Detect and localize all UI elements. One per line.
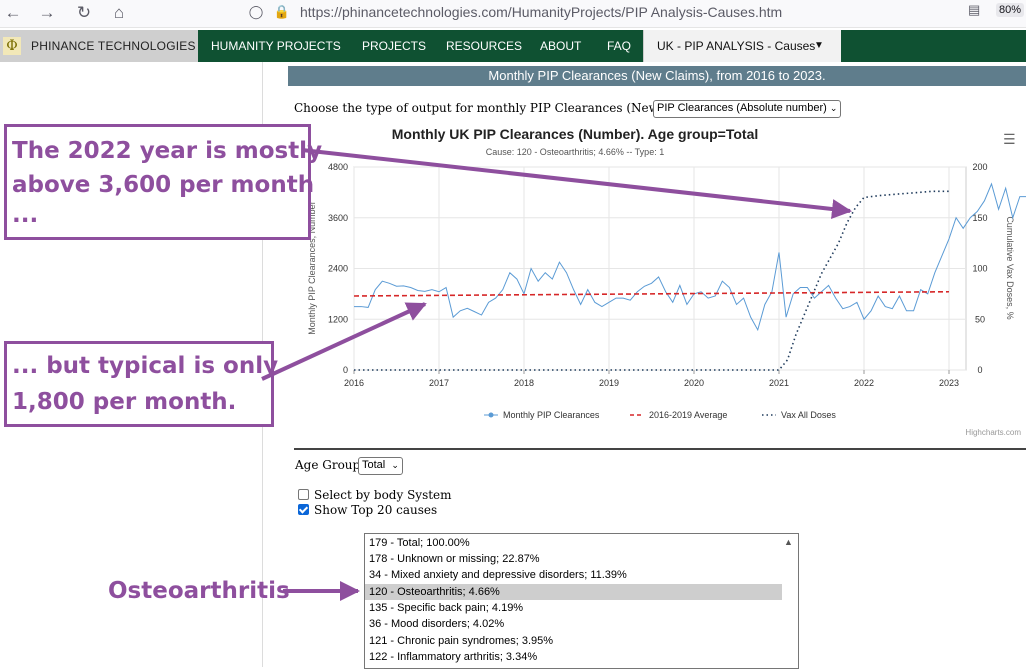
checkbox-top20[interactable]: [298, 504, 309, 515]
y-tick-label: 2400: [328, 264, 348, 274]
y-tick-label: 1200: [328, 314, 348, 324]
home-icon[interactable]: ⌂: [113, 3, 125, 22]
url-text[interactable]: https://phinancetechnologies.com/Humanit…: [300, 4, 783, 20]
list-item[interactable]: 135 - Specific back pain; 4.19%: [369, 602, 524, 614]
y2-axis-label: Cumulative Vax Doses, %: [1005, 216, 1015, 319]
series-line-vax-all-doses: [354, 190, 949, 371]
arrow-left-icon[interactable]: ←: [4, 3, 22, 22]
nav-projects[interactable]: PROJECTS: [362, 39, 427, 53]
y-axis-label: Monthly PIP Clearances, Number: [307, 201, 317, 334]
x-tick-label: 2016: [344, 378, 364, 388]
annotation-typical: ... but typical is only 1,800 per month.: [4, 341, 278, 427]
caret-down-icon: ▼: [814, 40, 824, 51]
section-divider: [294, 448, 1026, 450]
nav-resources[interactable]: RESOURCES: [446, 39, 523, 53]
arrow-right-icon[interactable]: →: [38, 3, 56, 22]
select-chevron-icon: ⌄: [391, 460, 399, 470]
pip-chart: Monthly UK PIP Clearances (Number). Age …: [307, 126, 1026, 437]
checkbox-top20-label: Show Top 20 causes: [314, 503, 438, 517]
nav-active-label: UK - PIP ANALYSIS - Causes: [657, 39, 816, 53]
list-item[interactable]: 34 - Mixed anxiety and depressive disord…: [369, 569, 627, 581]
y2-tick-label: 100: [972, 264, 987, 274]
list-item[interactable]: 121 - Chronic pain syndromes; 3.95%: [369, 635, 554, 647]
age-group-label: Age Group:: [295, 458, 365, 472]
nav-humanity-projects[interactable]: HUMANITY PROJECTS: [211, 39, 341, 53]
list-item[interactable]: 122 - Inflammatory arthritis; 3.34%: [369, 651, 538, 663]
list-item-selected[interactable]: 120 - Osteoarthritis; 4.66%: [365, 584, 782, 600]
site-navigation: Φ PHINANCE TECHNOLOGIES HUMANITY PROJECT…: [0, 30, 1026, 62]
series-line-2016-2019-average: [353, 290, 950, 297]
checkbox-top20-row[interactable]: Show Top 20 causes: [298, 503, 437, 517]
checkbox-body-system[interactable]: [298, 489, 309, 500]
nav-faq[interactable]: FAQ: [607, 39, 632, 53]
series-line-monthly-pip-clearances: [354, 182, 1026, 332]
causes-listbox[interactable]: 179 - Total; 100.00% 178 - Unknown or mi…: [364, 533, 799, 669]
list-item[interactable]: 36 - Mood disorders; 4.02%: [369, 618, 505, 630]
annotation-typical-line2: 1,800 per month.: [12, 389, 237, 415]
y-tick-label: 3600: [328, 213, 348, 223]
select-chevron-icon: ⌄: [829, 103, 838, 113]
age-group-value: Total: [362, 459, 386, 471]
x-tick-label: 2022: [854, 378, 874, 388]
address-bar[interactable]: ◯ 🔒 https://phinancetechnologies.com/Hum…: [238, 1, 998, 23]
annotation-osteoarthritis: Osteoarthritis: [108, 578, 290, 604]
x-tick-label: 2018: [514, 378, 534, 388]
y-tick-label: 4800: [328, 162, 348, 172]
output-type-value: PIP Clearances (Absolute number): [657, 102, 827, 114]
chart-menu-icon[interactable]: ☰: [1003, 132, 1016, 148]
x-tick-label: 2017: [429, 378, 449, 388]
annotation-2022-line3: ...: [12, 202, 39, 228]
x-tick-label: 2020: [684, 378, 704, 388]
zoom-level[interactable]: 80%: [995, 3, 1024, 17]
x-tick-label: 2023: [939, 378, 959, 388]
list-item[interactable]: 179 - Total; 100.00%: [369, 537, 470, 549]
nav-uk-pip-analysis[interactable]: UK - PIP ANALYSIS - Causes ▼: [643, 30, 841, 62]
scroll-up-icon[interactable]: ▲: [784, 537, 793, 547]
legend-label[interactable]: Monthly PIP Clearances: [503, 410, 600, 420]
y2-tick-label: 200: [972, 162, 987, 172]
lock-icon[interactable]: 🔒: [273, 4, 291, 19]
chart-credits[interactable]: Highcharts.com: [965, 428, 1021, 437]
browser-toolbar: ← → ↻ ⌂ ◯ 🔒 https://phinancetechnologies…: [0, 0, 1026, 28]
reader-view-icon[interactable]: ▤: [968, 2, 981, 17]
annotation-2022-line1: The 2022 year is mostly: [12, 138, 323, 164]
age-group-select[interactable]: Total ⌄: [358, 457, 403, 475]
annotation-2022-line2: above 3,600 per month: [12, 172, 315, 198]
chart-title: Monthly UK PIP Clearances (Number). Age …: [392, 126, 759, 142]
page-banner: Monthly PIP Clearances (New Claims), fro…: [288, 66, 1026, 86]
y2-tick-label: 0: [977, 365, 982, 375]
y2-tick-label: 50: [975, 314, 985, 324]
output-type-label: Choose the type of output for monthly PI…: [294, 101, 713, 115]
shield-icon[interactable]: ◯: [248, 4, 264, 19]
phi-logo-icon: Φ: [3, 37, 21, 55]
legend-marker-monthly: [488, 412, 494, 418]
legend-label[interactable]: Vax All Doses: [781, 410, 836, 420]
checkbox-body-system-label: Select by body System: [314, 488, 452, 502]
x-tick-label: 2019: [599, 378, 619, 388]
chart-subtitle: Cause: 120 - Osteoarthritis; 4.66% -- Ty…: [486, 147, 664, 157]
y-tick-label: 0: [343, 365, 348, 375]
reload-icon[interactable]: ↻: [76, 3, 92, 22]
y2-tick-label: 150: [972, 213, 987, 223]
brand[interactable]: Φ PHINANCE TECHNOLOGIES: [0, 30, 198, 62]
output-type-select[interactable]: PIP Clearances (Absolute number) ⌄: [653, 100, 842, 118]
annotation-2022: The 2022 year is mostly above 3,600 per …: [4, 124, 322, 240]
legend-label[interactable]: 2016-2019 Average: [649, 410, 727, 420]
x-tick-label: 2021: [769, 378, 789, 388]
nav-about[interactable]: ABOUT: [540, 39, 582, 53]
checkbox-body-system-row[interactable]: Select by body System: [298, 488, 452, 502]
list-item[interactable]: 178 - Unknown or missing; 22.87%: [369, 553, 540, 565]
brand-name: PHINANCE TECHNOLOGIES: [31, 39, 196, 53]
annotation-typical-line1: ... but typical is only: [12, 353, 279, 379]
